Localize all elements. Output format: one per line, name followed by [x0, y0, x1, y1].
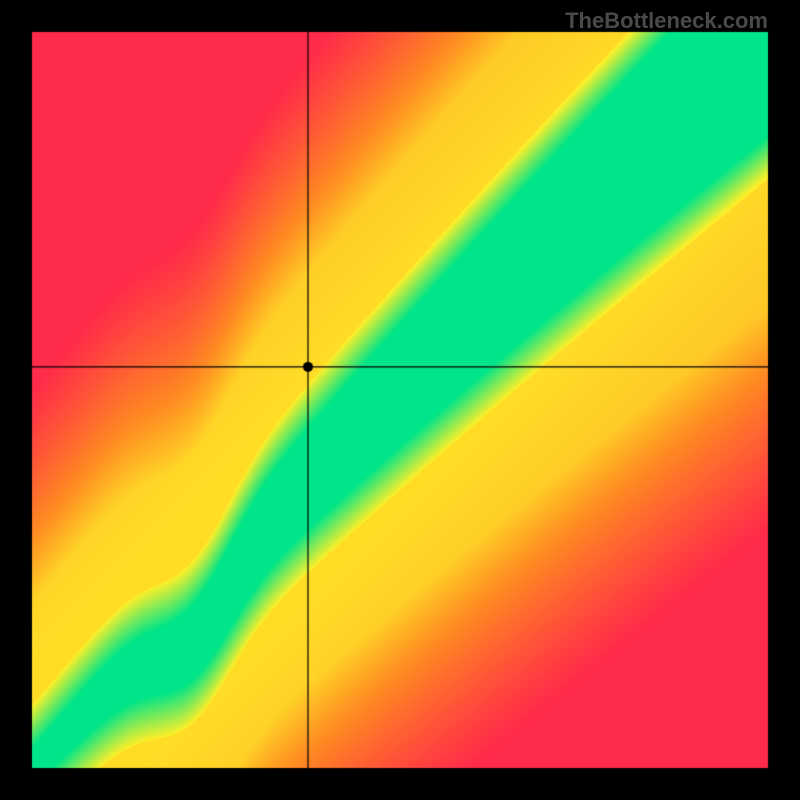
watermark-text: TheBottleneck.com: [565, 8, 768, 34]
heatmap-canvas: [0, 0, 800, 800]
chart-container: TheBottleneck.com: [0, 0, 800, 800]
